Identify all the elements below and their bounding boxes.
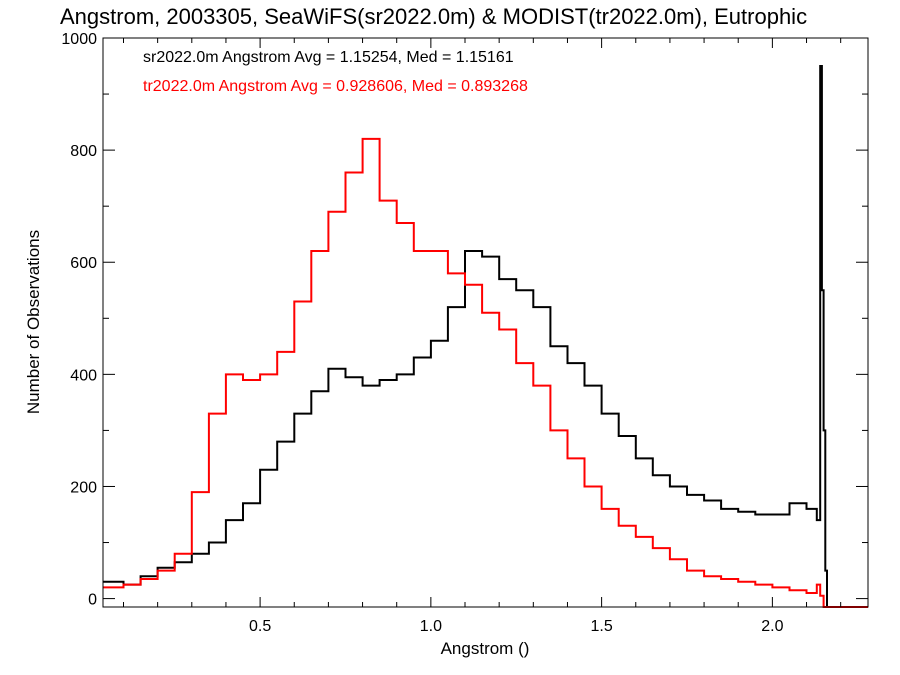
y-tick-label: 800 bbox=[70, 143, 97, 160]
x-tick-label: 0.5 bbox=[249, 618, 271, 635]
y-tick-label: 600 bbox=[70, 255, 97, 272]
series-line-sr2022 bbox=[103, 65, 868, 608]
x-axis-label: Angstrom () bbox=[441, 639, 530, 658]
y-axis-label: Number of Observations bbox=[24, 230, 43, 414]
series-line-tr2022 bbox=[103, 137, 868, 608]
chart-title: Angstrom, 2003305, SeaWiFS(sr2022.0m) & … bbox=[60, 4, 807, 29]
y-tick-label: 400 bbox=[70, 367, 97, 384]
legend-entry-tr2022: tr2022.0m Angstrom Avg = 0.928606, Med =… bbox=[143, 78, 528, 95]
x-tick-label: 2.0 bbox=[761, 618, 783, 635]
y-tick-label: 1000 bbox=[61, 31, 97, 48]
x-tick-label: 1.5 bbox=[590, 618, 612, 635]
plot-frame bbox=[102, 37, 869, 608]
y-tick-label: 0 bbox=[88, 592, 97, 609]
legend-entry-sr2022: sr2022.0m Angstrom Avg = 1.15254, Med = … bbox=[143, 49, 514, 66]
x-tick-label: 1.0 bbox=[420, 618, 442, 635]
y-tick-label: 200 bbox=[70, 479, 97, 496]
